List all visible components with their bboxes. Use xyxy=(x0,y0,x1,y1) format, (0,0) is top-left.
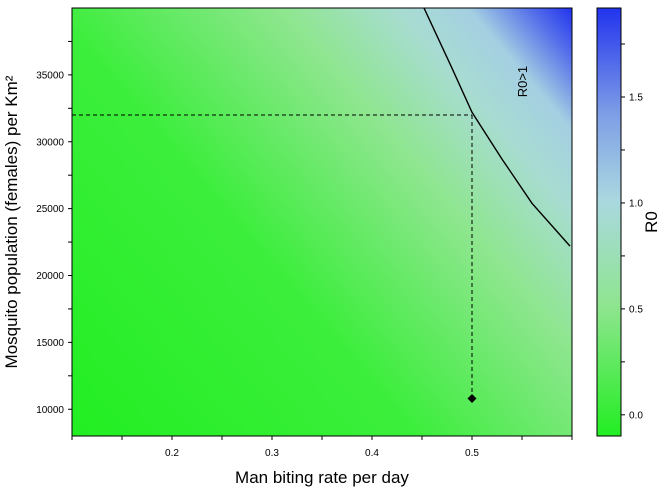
colorbar-title: R0 xyxy=(642,211,661,233)
x-tick-label: 0.3 xyxy=(265,448,279,459)
threshold-curve xyxy=(423,8,571,247)
y-tick-label: 10000 xyxy=(36,405,64,416)
x-tick-label: 0.5 xyxy=(465,448,479,459)
y-tick-label: 30000 xyxy=(36,137,64,148)
x-axis: 0.2 0.3 0.4 0.5 xyxy=(71,436,573,459)
y-axis: 10000 15000 20000 25000 30000 35000 xyxy=(36,40,72,416)
y-tick-label: 15000 xyxy=(36,338,64,349)
heatmap-surface xyxy=(72,8,572,436)
colorbar xyxy=(596,7,622,437)
threshold-label: R0>1 xyxy=(515,66,530,97)
y-tick-label: 20000 xyxy=(36,271,64,282)
y-tick-label: 25000 xyxy=(36,204,64,215)
colorbar-tick-label: 0.0 xyxy=(629,410,643,421)
colorbar-tick-label: 1.5 xyxy=(629,92,643,103)
y-axis-title: Mosquito population (females) per Km² xyxy=(2,75,21,368)
colorbar-tick-label: 0.5 xyxy=(629,304,643,315)
x-axis-title: Man biting rate per day xyxy=(235,468,409,487)
colorbar-tick-label: 1.0 xyxy=(629,198,643,209)
colorbar-axis: 0.0 0.5 1.0 1.5 xyxy=(621,43,643,421)
x-tick-label: 0.4 xyxy=(365,448,379,459)
reference-point xyxy=(467,394,477,404)
y-tick-label: 35000 xyxy=(36,70,64,81)
x-tick-label: 0.2 xyxy=(165,448,179,459)
